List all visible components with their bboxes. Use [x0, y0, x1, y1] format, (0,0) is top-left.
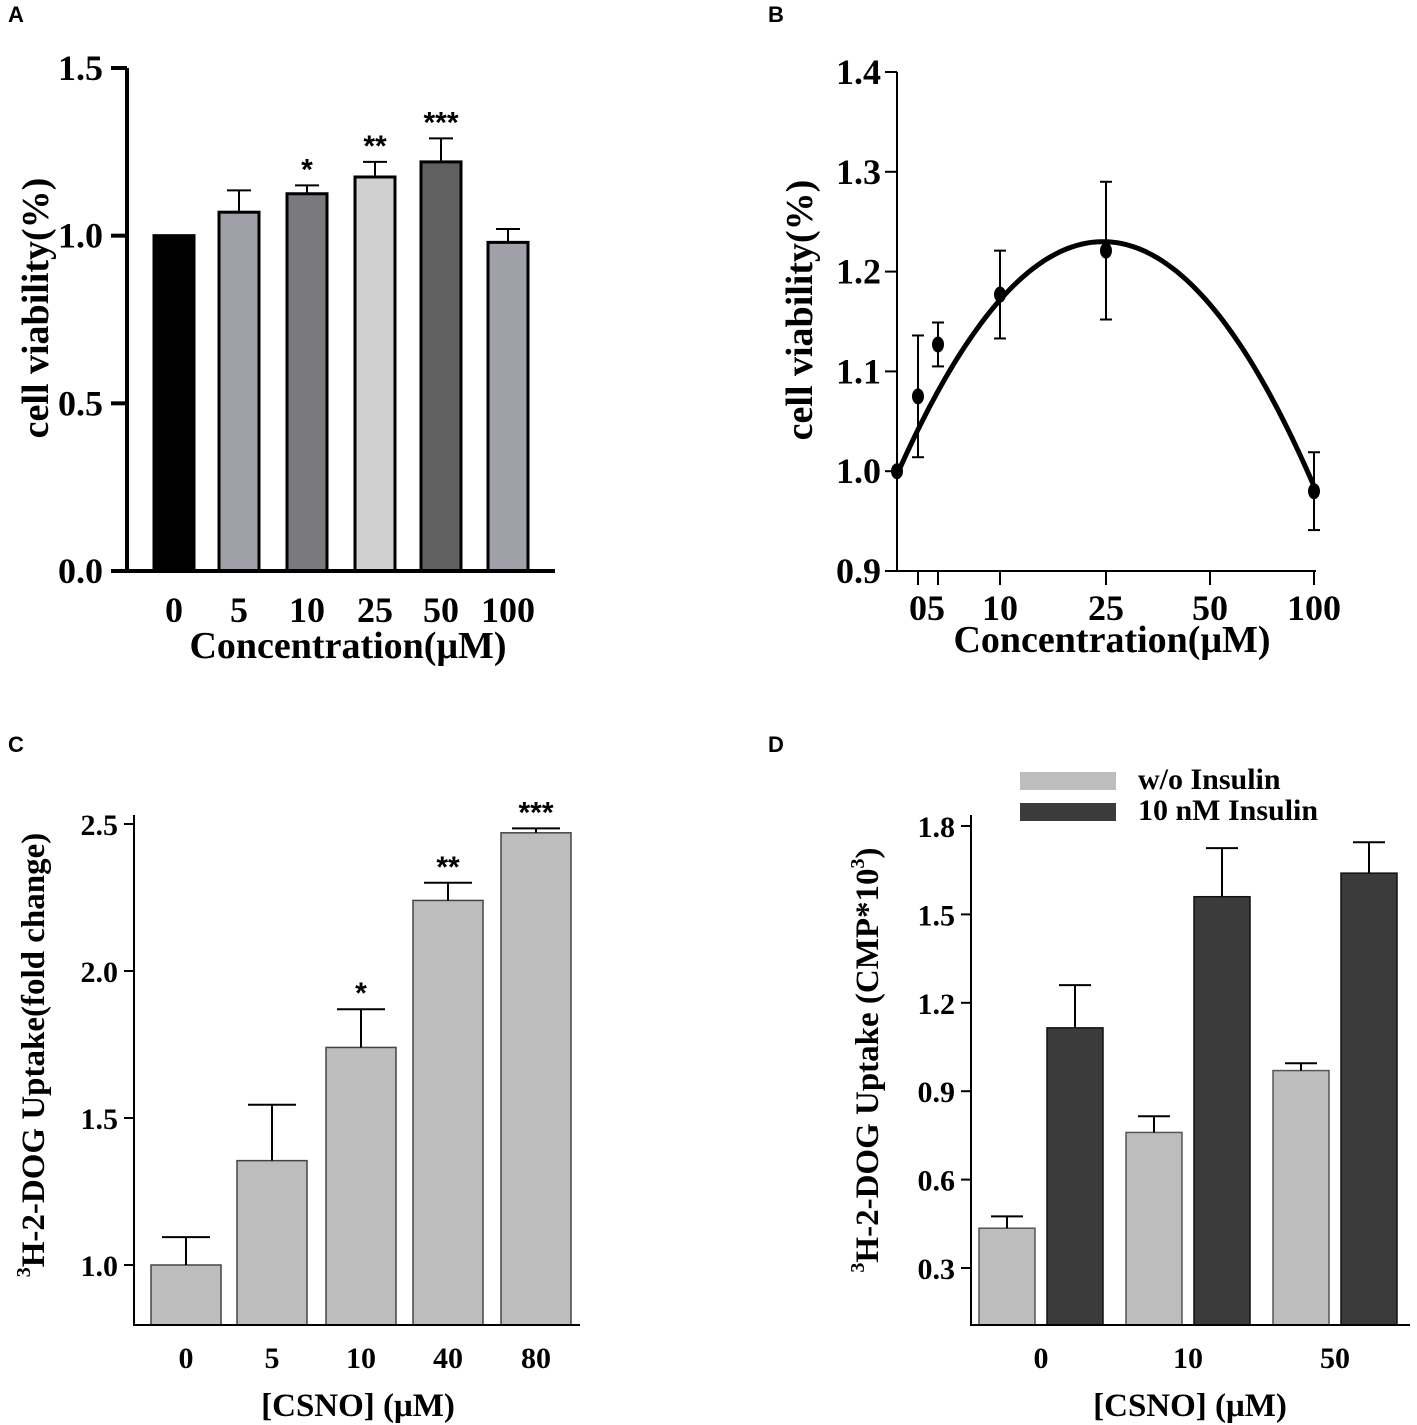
bar-d-s0-2 — [1272, 1069, 1330, 1326]
bar-a-4 — [419, 160, 463, 573]
xtick-a-0: 0 — [165, 590, 183, 630]
ylabel-b: cell viability(%) — [779, 180, 821, 441]
bar-d-s0-1 — [1125, 1131, 1183, 1326]
legend-swatch-d-1 — [1020, 803, 1116, 821]
ytick-b-1: 1.0 — [836, 451, 881, 491]
xtick-b-4: 100 — [1287, 588, 1341, 628]
panel-letter-b: B — [768, 2, 784, 27]
ytick-d-0: 0.3 — [918, 1253, 956, 1286]
ylabel-a: cell viability(%) — [15, 178, 57, 439]
xtick-c-4: 80 — [521, 1342, 551, 1375]
bar-c-1 — [236, 1159, 308, 1326]
bar-d-s0-0 — [978, 1227, 1036, 1326]
xlabel-a: Concentration(μM) — [189, 625, 506, 667]
ytick-a-2: 1.0 — [58, 216, 103, 256]
point-b-0 — [891, 463, 903, 480]
ytick-a-1: 0.5 — [58, 383, 103, 423]
ytick-b-3: 1.2 — [836, 252, 881, 292]
xtick-d-0: 0 — [1034, 1342, 1049, 1375]
ytick-b-2: 1.1 — [836, 351, 881, 391]
xtick-a-1: 5 — [230, 590, 248, 630]
annotation-a-2: * — [301, 153, 313, 186]
ytick-d-4: 1.5 — [918, 899, 956, 932]
xtick-d-1: 10 — [1173, 1342, 1203, 1375]
xtick-b-1: 10 — [982, 588, 1018, 628]
ylabel-c-superscript: 3 — [13, 1267, 35, 1277]
point-b-3 — [994, 286, 1006, 303]
xlabel-c: [CSNO] (μM) — [261, 1388, 455, 1424]
panel-c-chart: 0 5 * 10 ** 40 *** 80 1.0 1.5 2.0 2.5 [CSNO] (μM) 3H-… — [13, 796, 580, 1424]
ytick-a-3: 1.5 — [58, 48, 103, 88]
xtick-a-2: 10 — [289, 590, 325, 630]
bar-c-0 — [150, 1264, 222, 1326]
bar-a-5 — [486, 240, 530, 573]
bar-d-s1-1 — [1193, 895, 1251, 1326]
bar-d-s1-2 — [1340, 872, 1398, 1326]
ylabel-d-suffix: ) — [850, 847, 886, 858]
bar-d-s1-0 — [1046, 1027, 1104, 1326]
bar-a-0 — [152, 234, 196, 573]
ylabel-d-superscript-2: 3 — [847, 858, 869, 868]
bar-c-4 — [500, 832, 572, 1326]
ytick-a-0: 0.0 — [58, 551, 103, 591]
xtick-c-0: 0 — [179, 1342, 194, 1375]
ytick-c-2: 2.0 — [81, 956, 119, 989]
bar-a-1 — [217, 210, 261, 573]
annotation-a-3: ** — [363, 130, 387, 163]
annotation-a-4: *** — [423, 106, 458, 139]
bar-a-3 — [353, 175, 397, 573]
xtick-c-1: 5 — [265, 1342, 280, 1375]
bar-c-2 — [325, 1046, 397, 1326]
ytick-b-5: 1.4 — [836, 52, 881, 92]
annotation-c-4: *** — [518, 796, 553, 829]
xtick-c-2: 10 — [346, 1342, 376, 1375]
xlabel-b: Concentration(μM) — [953, 619, 1270, 661]
panel-b-chart: 0.9 1.0 1.1 1.2 1.3 1.4 05 10 25 50 100 Concentrati… — [779, 52, 1341, 661]
legend-label-d-0: w/o Insulin — [1138, 763, 1281, 796]
ylabel-d: 3H-2-DOG Uptake (CMP*103) — [847, 847, 886, 1272]
legend-swatch-d-0 — [1020, 772, 1116, 790]
panel-letter-a: A — [8, 2, 24, 27]
bar-a-2 — [285, 192, 329, 573]
point-b-1 — [912, 388, 924, 405]
panel-letter-c: C — [8, 732, 24, 757]
ytick-b-0: 0.9 — [836, 551, 881, 591]
point-b-2 — [932, 336, 944, 353]
ytick-d-3: 1.2 — [918, 988, 956, 1021]
xtick-c-3: 40 — [433, 1342, 463, 1375]
ylabel-c-text: H-2-DOG Uptake(fold change) — [16, 833, 52, 1267]
xlabel-d: [CSNO] (μM) — [1093, 1388, 1287, 1424]
ytick-d-2: 0.9 — [918, 1076, 956, 1109]
xtick-a-5: 100 — [481, 590, 535, 630]
point-b-5 — [1308, 483, 1320, 500]
annotation-c-2: * — [355, 977, 367, 1010]
ylabel-c: 3H-2-DOG Uptake(fold change) — [13, 833, 52, 1277]
ytick-c-0: 1.0 — [81, 1250, 119, 1283]
ylabel-d-text: H-2-DOG Uptake (CMP*10 — [850, 868, 886, 1262]
ytick-c-3: 2.5 — [81, 809, 119, 842]
xtick-b-3: 50 — [1192, 588, 1228, 628]
ytick-d-5: 1.8 — [918, 811, 956, 844]
ytick-b-4: 1.3 — [836, 152, 881, 192]
ytick-c-1: 1.5 — [81, 1103, 119, 1136]
panel-a-chart: 0 5 * 10 ** 25 *** 50 100 0.0 0.5 1.0 1.5 Concentrati… — [15, 48, 555, 667]
bar-c-3 — [412, 899, 484, 1326]
ytick-d-1: 0.6 — [918, 1165, 956, 1198]
ylabel-d-superscript: 3 — [847, 1263, 869, 1273]
xtick-a-4: 50 — [423, 590, 459, 630]
annotation-c-3: ** — [436, 851, 460, 884]
legend-label-d-1: 10 nM Insulin — [1138, 794, 1318, 827]
xtick-b-0: 05 — [909, 588, 945, 628]
panel-letter-d: D — [768, 732, 784, 757]
xtick-a-3: 25 — [357, 590, 393, 630]
point-b-4 — [1100, 242, 1112, 259]
xtick-b-2: 25 — [1088, 588, 1124, 628]
xtick-d-2: 50 — [1320, 1342, 1350, 1375]
